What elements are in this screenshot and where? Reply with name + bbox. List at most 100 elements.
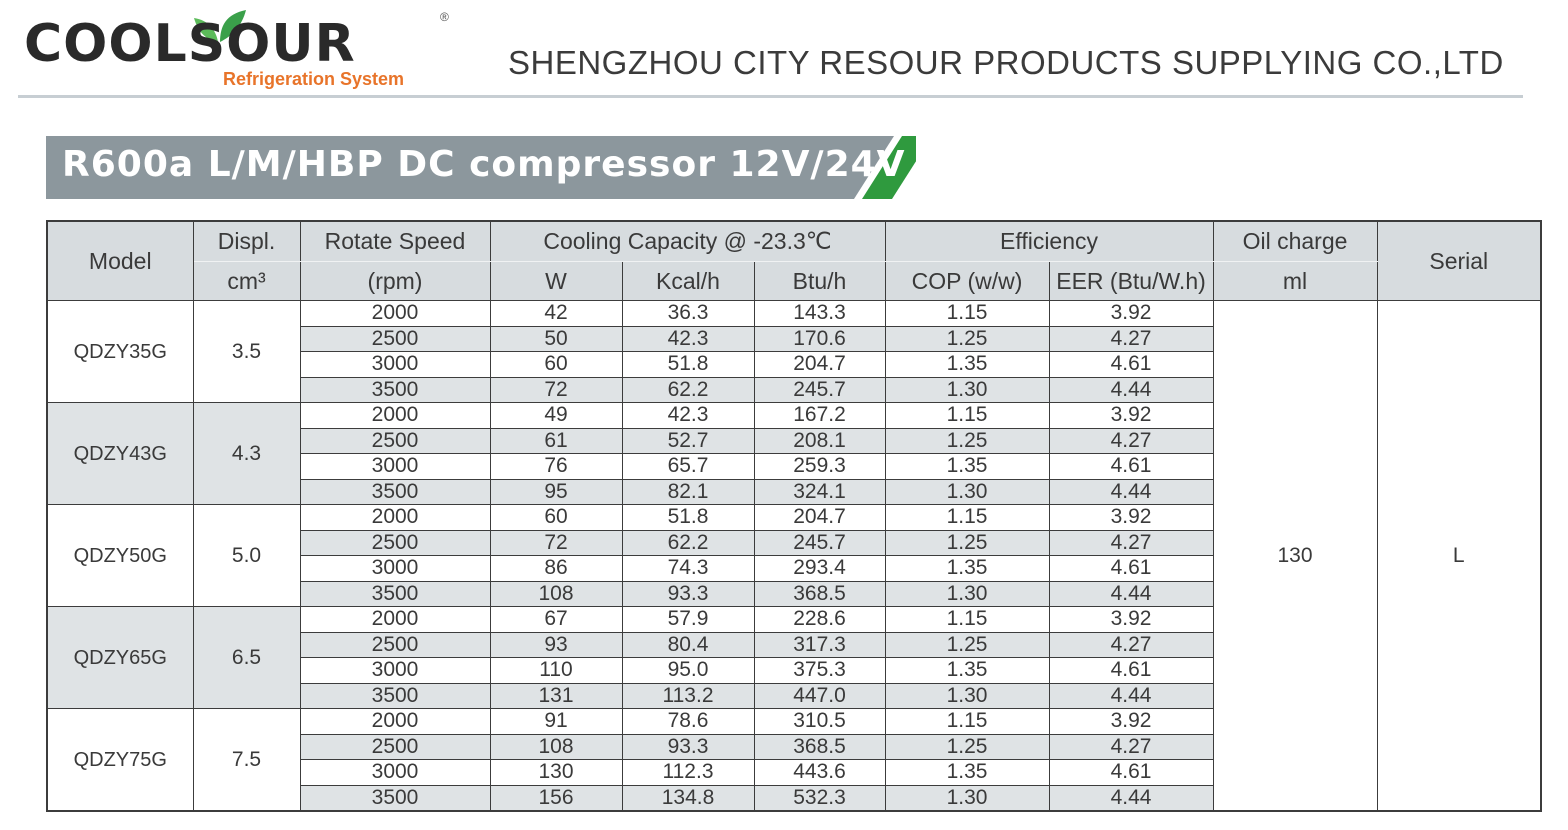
header-speed-unit: (rpm) xyxy=(299,261,491,301)
w-cell: 50 xyxy=(489,325,623,352)
eer-cell: 4.27 xyxy=(1048,325,1214,352)
speed-cell: 3500 xyxy=(299,376,491,403)
cop-cell: 1.30 xyxy=(884,682,1050,709)
speed-cell: 3500 xyxy=(299,478,491,505)
speed-cell: 2000 xyxy=(299,708,491,735)
btu-cell: 245.7 xyxy=(753,529,886,556)
page-title: R600a L/M/HBP DC compressor 12V/24V xyxy=(62,144,906,185)
speed-cell: 3000 xyxy=(299,555,491,582)
kcal-cell: 82.1 xyxy=(621,478,755,505)
kcal-cell: 52.7 xyxy=(621,427,755,454)
header-w: W xyxy=(489,261,623,301)
cop-cell: 1.30 xyxy=(884,478,1050,505)
eer-cell: 4.61 xyxy=(1048,555,1214,582)
eer-cell: 3.92 xyxy=(1048,606,1214,633)
serial-cell: L xyxy=(1376,300,1542,812)
speed-cell: 2000 xyxy=(299,606,491,633)
eer-cell: 4.27 xyxy=(1048,529,1214,556)
spec-table-body: QDZY35G 3.5 2000 42 36.3 143.3 1.15 3.92 130 L 250… xyxy=(46,300,1542,812)
displacement-cell: 6.5 xyxy=(192,606,301,709)
cop-cell: 1.35 xyxy=(884,351,1050,378)
displacement-cell: 5.0 xyxy=(192,504,301,607)
cop-cell: 1.15 xyxy=(884,606,1050,633)
kcal-cell: 57.9 xyxy=(621,606,755,633)
header-cooling-capacity: Cooling Capacity @ -23.3℃ xyxy=(489,220,886,262)
w-cell: 72 xyxy=(489,376,623,403)
eer-cell: 4.44 xyxy=(1048,478,1214,505)
header-btu: Btu/h xyxy=(753,261,886,301)
speed-cell: 3000 xyxy=(299,657,491,684)
cop-cell: 1.25 xyxy=(884,427,1050,454)
table-row: 3500 72 62.2 245.7 1.30 4.44 xyxy=(47,376,1541,403)
header-speed: Rotate Speed xyxy=(299,220,491,262)
cop-cell: 1.35 xyxy=(884,453,1050,480)
spec-table: Model Displ. Rotate Speed Cooling Capaci… xyxy=(46,220,1543,812)
cop-cell: 1.25 xyxy=(884,325,1050,352)
cop-cell: 1.25 xyxy=(884,529,1050,556)
header-oil-unit: ml xyxy=(1212,261,1378,301)
eer-cell: 4.61 xyxy=(1048,351,1214,378)
header-displ: Displ. xyxy=(192,220,301,262)
kcal-cell: 42.3 xyxy=(621,402,755,429)
model-cell: QDZY35G xyxy=(46,300,194,403)
w-cell: 110 xyxy=(489,657,623,684)
kcal-cell: 95.0 xyxy=(621,657,755,684)
kcal-cell: 74.3 xyxy=(621,555,755,582)
kcal-cell: 62.2 xyxy=(621,376,755,403)
w-cell: 42 xyxy=(489,300,623,327)
cop-cell: 1.15 xyxy=(884,300,1050,327)
kcal-cell: 65.7 xyxy=(621,453,755,480)
cop-cell: 1.30 xyxy=(884,376,1050,403)
btu-cell: 447.0 xyxy=(753,682,886,709)
displacement-cell: 7.5 xyxy=(192,708,301,812)
kcal-cell: 42.3 xyxy=(621,325,755,352)
table-row: 2500 108 93.3 368.5 1.25 4.27 xyxy=(47,733,1541,760)
model-cell: QDZY50G xyxy=(46,504,194,607)
displacement-cell: 3.5 xyxy=(192,300,301,403)
leaf-icon xyxy=(194,10,246,42)
btu-cell: 170.6 xyxy=(753,325,886,352)
btu-cell: 375.3 xyxy=(753,657,886,684)
eer-cell: 3.92 xyxy=(1048,504,1214,531)
title-band: R600a L/M/HBP DC compressor 12V/24V xyxy=(46,136,916,199)
table-row: 3000 130 112.3 443.6 1.35 4.61 xyxy=(47,759,1541,786)
header-kcal: Kcal/h xyxy=(621,261,755,301)
header-serial: Serial xyxy=(1376,220,1542,301)
speed-cell: 2500 xyxy=(299,325,491,352)
kcal-cell: 80.4 xyxy=(621,631,755,658)
speed-cell: 2000 xyxy=(299,300,491,327)
w-cell: 67 xyxy=(489,606,623,633)
eer-cell: 4.44 xyxy=(1048,784,1214,812)
btu-cell: 368.5 xyxy=(753,733,886,760)
eer-cell: 3.92 xyxy=(1048,708,1214,735)
eer-cell: 4.27 xyxy=(1048,427,1214,454)
w-cell: 156 xyxy=(489,784,623,812)
kcal-cell: 93.3 xyxy=(621,580,755,607)
btu-cell: 204.7 xyxy=(753,351,886,378)
cop-cell: 1.25 xyxy=(884,733,1050,760)
speed-cell: 3000 xyxy=(299,453,491,480)
eer-cell: 4.61 xyxy=(1048,453,1214,480)
kcal-cell: 62.2 xyxy=(621,529,755,556)
eer-cell: 4.44 xyxy=(1048,580,1214,607)
eer-cell: 4.61 xyxy=(1048,759,1214,786)
speed-cell: 2500 xyxy=(299,733,491,760)
cop-cell: 1.15 xyxy=(884,402,1050,429)
kcal-cell: 113.2 xyxy=(621,682,755,709)
w-cell: 91 xyxy=(489,708,623,735)
btu-cell: 228.6 xyxy=(753,606,886,633)
header-oil-charge: Oil charge xyxy=(1212,220,1378,262)
kcal-cell: 134.8 xyxy=(621,784,755,812)
btu-cell: 532.3 xyxy=(753,784,886,812)
table-row: QDZY35G 3.5 2000 42 36.3 143.3 1.15 3.92 130 L xyxy=(46,300,1542,812)
table-row: 3000 86 74.3 293.4 1.35 4.61 xyxy=(47,555,1541,582)
eer-cell: 4.61 xyxy=(1048,657,1214,684)
cop-cell: 1.30 xyxy=(884,784,1050,812)
eer-cell: 4.27 xyxy=(1048,733,1214,760)
speed-cell: 2500 xyxy=(299,631,491,658)
btu-cell: 310.5 xyxy=(753,708,886,735)
table-row: 3000 110 95.0 375.3 1.35 4.61 xyxy=(47,657,1541,684)
table-row: QDZY65G 6.5 2000 67 57.9 228.6 1.15 3.92 xyxy=(46,606,1541,709)
speed-cell: 3500 xyxy=(299,682,491,709)
w-cell: 131 xyxy=(489,682,623,709)
